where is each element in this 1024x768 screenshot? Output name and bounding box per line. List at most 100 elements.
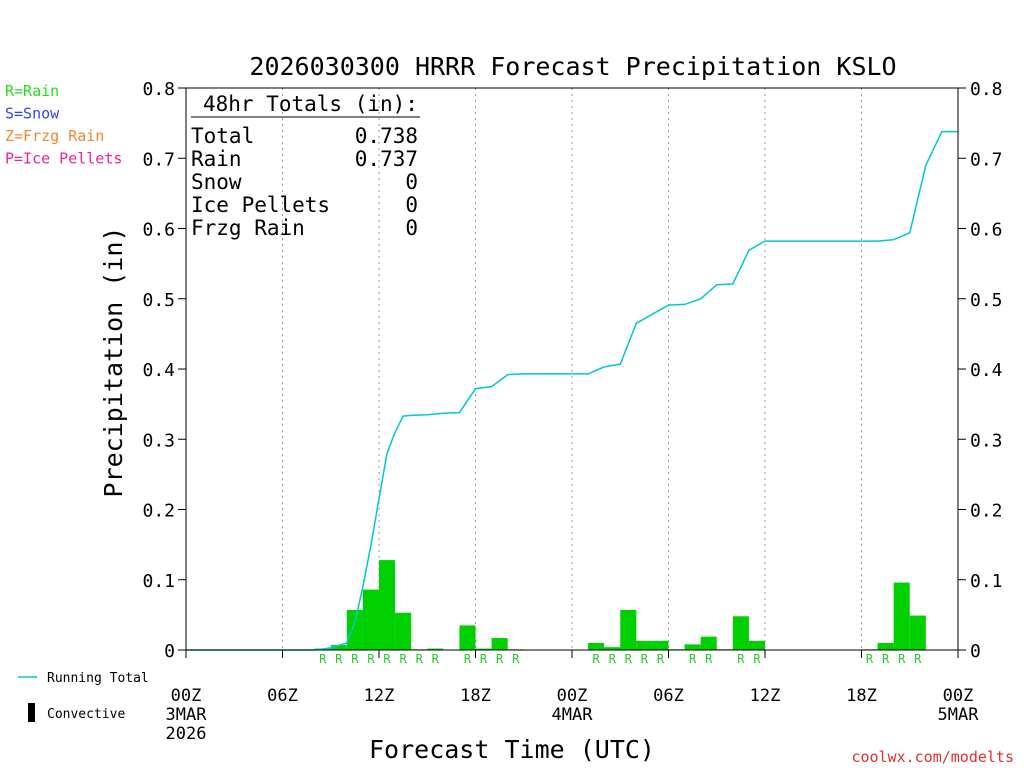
rain-marker: R: [737, 652, 745, 666]
precip-bar: [362, 589, 379, 650]
x-tick-label: 12Z: [750, 686, 781, 706]
y-tick-label-right: 0.5: [970, 290, 1003, 311]
precip-bar: [395, 612, 412, 650]
precip-bar: [893, 582, 910, 650]
totals-row-value: 0.738: [355, 124, 418, 148]
totals-header: 48hr Totals (in):: [203, 92, 418, 116]
legend-entry: P=Ice Pellets: [5, 150, 122, 168]
rain-marker: R: [400, 652, 408, 666]
totals-row-value: 0: [405, 170, 418, 194]
rain-marker: R: [866, 652, 874, 666]
legend-entry: R=Rain: [5, 82, 59, 100]
y-tick-label-right: 0.7: [970, 149, 1003, 170]
legend-convective-label: Convective: [47, 707, 125, 722]
precip-bar: [700, 636, 717, 650]
rain-marker: R: [351, 652, 359, 666]
hourly-precip-bars: [314, 560, 926, 651]
x-axis-label: Forecast Time (UTC): [369, 735, 655, 764]
x-tick-label: 18Z: [460, 686, 491, 706]
rain-marker: R: [753, 652, 761, 666]
y-tick-label-right: 0.6: [970, 220, 1003, 241]
precip-bar: [491, 638, 508, 650]
rain-marker: R: [593, 652, 601, 666]
precip-bar: [475, 648, 492, 650]
totals-row-value: 0: [405, 193, 418, 217]
rain-marker: R: [689, 652, 697, 666]
rain-marker: R: [914, 652, 922, 666]
y-tick-label-left: 0.8: [142, 79, 175, 100]
y-tick-label-right: 0: [970, 641, 981, 662]
precip-bar: [346, 609, 363, 650]
running-total-line: [186, 130, 958, 651]
y-tick-label-left: 0.6: [142, 220, 175, 241]
legend-running-total-label: Running Total: [47, 671, 149, 686]
rain-marker: R: [432, 652, 440, 666]
rain-marker: R: [657, 652, 665, 666]
rain-marker: R: [416, 652, 424, 666]
series-legend: Running Total Convective: [18, 671, 149, 722]
precip-bar: [684, 644, 701, 650]
grid-lines: [282, 88, 862, 650]
y-tick-label-left: 0: [164, 641, 175, 662]
x-tick-label: 00Z: [943, 686, 974, 706]
rain-marker: R: [512, 652, 520, 666]
rain-marker: R: [319, 652, 327, 666]
legend-convective-swatch: [28, 703, 35, 722]
precip-bar: [427, 648, 444, 650]
rain-marker: R: [882, 652, 890, 666]
precip-bar: [748, 640, 765, 650]
precip-bar: [636, 640, 653, 650]
rain-marker: R: [496, 652, 504, 666]
y-tick-label-left: 0.3: [142, 430, 175, 451]
x-tick-sublabel: 4MAR: [552, 705, 594, 725]
y-tick-label-right: 0.2: [970, 501, 1003, 522]
rain-marker: R: [464, 652, 472, 666]
y-axis-right: 0 0.1 0.2 0.3 0.4 0.5 0.6 0.7 0.8: [958, 79, 1003, 662]
totals-row-label: Frzg Rain: [191, 216, 305, 240]
x-tick-label: 18Z: [846, 686, 877, 706]
credit-text: coolwx.com/modelts: [851, 748, 1014, 766]
precip-bar: [877, 642, 894, 650]
totals-row-label: Ice Pellets: [191, 193, 330, 217]
y-axis-left: 0 0.1 0.2 0.3 0.4 0.5 0.6 0.7 0.8: [142, 79, 186, 662]
totals-rows: Total 0.738 Rain 0.737 Snow 0 Ice Pellets 0 Frzg…: [191, 124, 418, 240]
totals-row-label: Snow: [191, 170, 242, 194]
x-tick-label: 00Z: [557, 686, 588, 706]
rain-marker: R: [609, 652, 617, 666]
totals-row-label: Rain: [191, 147, 242, 171]
chart-title: 2026030300 HRRR Forecast Precipitation K…: [249, 52, 896, 81]
totals-row-value: 0: [405, 216, 418, 240]
x-tick-label: 06Z: [267, 686, 298, 706]
y-axis-label: Precipitation (in): [99, 227, 128, 498]
x-tick-label: 12Z: [364, 686, 395, 706]
y-tick-label-left: 0.1: [142, 571, 175, 592]
precip-bar: [732, 616, 749, 650]
rain-marker: R: [383, 652, 391, 666]
legend-entry: S=Snow: [5, 105, 60, 123]
precip-bar: [604, 647, 621, 650]
totals-row-label: Total: [191, 124, 254, 148]
precip-bar: [620, 609, 637, 650]
y-tick-label-left: 0.4: [142, 360, 175, 381]
x-tick-sublabel: 3MAR: [166, 705, 208, 725]
precip-type-legend: R=Rain S=Snow Z=Frzg Rain P=Ice Pellets: [5, 82, 122, 168]
rain-marker: R: [480, 652, 488, 666]
x-tick-label: 06Z: [653, 686, 684, 706]
y-tick-label-right: 0.8: [970, 79, 1003, 100]
precip-bar: [588, 642, 605, 650]
rain-marker: R: [641, 652, 649, 666]
rain-marker: R: [335, 652, 343, 666]
x-tick-sublabel: 5MAR: [938, 705, 980, 725]
y-tick-label-right: 0.3: [970, 430, 1003, 451]
rain-marker: R: [367, 652, 375, 666]
precip-bar: [459, 625, 476, 650]
totals-box: 48hr Totals (in): Total 0.738 Rain 0.737 Sno…: [191, 92, 420, 240]
y-tick-label-left: 0.2: [142, 501, 175, 522]
totals-row-value: 0.737: [355, 147, 418, 171]
rain-marker: R: [705, 652, 713, 666]
x-tick-label: 00Z: [171, 686, 202, 706]
legend-entry: Z=Frzg Rain: [5, 127, 104, 145]
rain-marker: R: [898, 652, 906, 666]
precip-bar: [379, 560, 396, 650]
precip-bar: [330, 645, 347, 650]
